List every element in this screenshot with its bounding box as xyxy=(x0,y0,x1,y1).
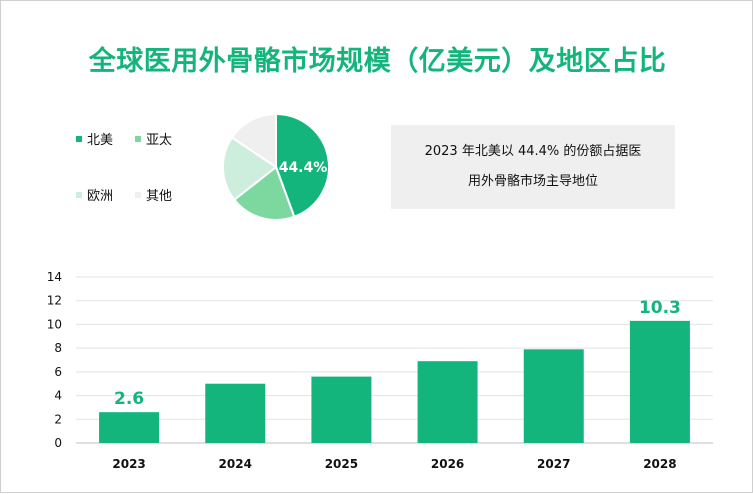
x-tick-label: 2023 xyxy=(112,457,145,471)
bar-2028 xyxy=(629,320,690,443)
bar-2027 xyxy=(523,349,584,443)
legend-label: 欧洲 xyxy=(87,189,114,204)
bar-2024 xyxy=(205,383,266,443)
annotation-box: 2023 年北美以 44.4% 的份额占据医 用外骨骼市场主导地位 xyxy=(391,125,675,209)
y-tick-label: 0 xyxy=(54,436,62,450)
annotation-line-1: 2023 年北美以 44.4% 的份额占据医 xyxy=(424,144,642,159)
legend-swatch xyxy=(135,191,141,198)
annotation-line-2: 用外骨骼市场主导地位 xyxy=(467,174,598,189)
y-tick-label: 12 xyxy=(47,294,62,308)
legend-item-europe: 欧洲 xyxy=(76,185,113,204)
pie-chart: 44.4% xyxy=(222,112,330,221)
pie-slice-asia-pacific xyxy=(232,165,296,221)
chart-title: 全球医用外骨骼市场规模（亿美元）及地区占比 xyxy=(88,46,667,77)
y-tick-label: 10 xyxy=(47,317,62,331)
bar-2023 xyxy=(99,412,160,443)
data-label: 10.3 xyxy=(639,298,681,318)
bar-2025 xyxy=(311,376,372,443)
pie-legend: 北美 亚太 欧洲 其他 xyxy=(63,125,213,215)
x-tick-label: 2024 xyxy=(219,457,252,471)
x-tick-label: 2025 xyxy=(325,457,358,471)
pie-slice-label: 44.4% xyxy=(279,160,328,176)
pie-slice-north-america xyxy=(275,112,330,219)
legend-item-asia-pacific: 亚太 xyxy=(135,129,172,148)
y-tick-label: 14 xyxy=(47,270,62,284)
x-tick-label: 2028 xyxy=(643,457,676,471)
x-tick-label: 2026 xyxy=(431,457,464,471)
y-tick-label: 2 xyxy=(54,412,62,426)
x-tick-label: 2027 xyxy=(537,457,570,471)
legend-label: 北美 xyxy=(87,133,114,148)
legend-swatch xyxy=(76,191,82,198)
bar-2026 xyxy=(417,361,478,443)
pie-slice-europe xyxy=(222,136,278,202)
pie-slice-other xyxy=(230,112,277,169)
y-tick-label: 6 xyxy=(54,365,62,379)
legend-label: 亚太 xyxy=(146,133,173,148)
y-tick-label: 4 xyxy=(54,389,62,403)
legend-label: 其他 xyxy=(146,189,173,204)
data-label: 2.6 xyxy=(114,389,144,409)
legend-item-north-america: 北美 xyxy=(76,129,113,148)
y-tick-label: 8 xyxy=(54,341,62,355)
legend-swatch xyxy=(135,135,141,142)
legend-swatch xyxy=(76,135,82,142)
legend-item-other: 其他 xyxy=(135,185,172,204)
